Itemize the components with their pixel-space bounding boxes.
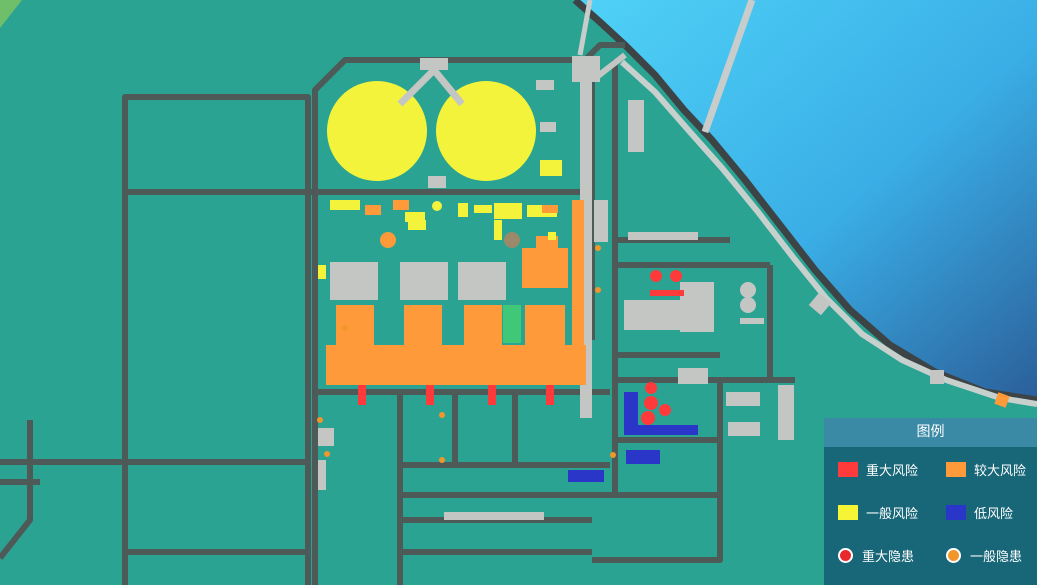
legend-item-major-hazard: 重大隐患 [838, 546, 914, 565]
large-risk-equipment [352, 200, 558, 317]
coal-shed-area [327, 52, 627, 418]
legend-dot-major-hazard [838, 548, 853, 563]
boiler-units [318, 200, 586, 385]
green-corner [0, 0, 22, 28]
general-hazard-markers [317, 245, 616, 463]
legend-grid: 重大风险 较大风险一般风险 低风险重大隐患 一般隐患 [824, 447, 1037, 585]
coastal-tower-orange [994, 392, 1010, 408]
legend-label: 一般风险 [866, 507, 919, 522]
legend-swatch-general-risk [838, 505, 858, 520]
legend-swatch-major-risk [838, 462, 858, 477]
coastal-conveyor [619, 59, 1037, 407]
sea-area [575, 0, 1037, 400]
legend-item-low-risk: 低风险 [946, 503, 1013, 522]
legend-swatch-low-risk [946, 505, 966, 520]
seawall [572, 0, 1037, 404]
legend-item-large-risk: 较大风险 [946, 460, 1026, 479]
auxiliary-buildings [318, 100, 794, 520]
tank [504, 232, 520, 248]
coastal-tower-2 [930, 370, 944, 384]
legend-label: 较大风险 [974, 464, 1027, 479]
legend-label: 一般隐患 [970, 550, 1023, 565]
major-risk-equipment [358, 270, 684, 425]
legend-item-general-risk: 一般风险 [838, 503, 918, 522]
legend-title: 图例 [824, 418, 1037, 447]
legend-label: 重大风险 [866, 464, 919, 479]
legend-label: 重大隐患 [862, 550, 915, 565]
legend-label: 低风险 [974, 507, 1014, 522]
legend-swatch-large-risk [946, 462, 966, 477]
coastal-tower-1 [808, 292, 832, 316]
legend-item-major-risk: 重大风险 [838, 460, 918, 479]
legend-dot-general-hazard [946, 548, 961, 563]
legend-panel: 图例 重大风险 较大风险一般风险 低风险重大隐患 一般隐患 [824, 418, 1037, 585]
low-risk-equipment [568, 392, 698, 482]
jetty-north [701, 0, 756, 134]
legend-item-general-hazard: 一般隐患 [946, 546, 1022, 565]
jetty-left [577, 0, 593, 56]
